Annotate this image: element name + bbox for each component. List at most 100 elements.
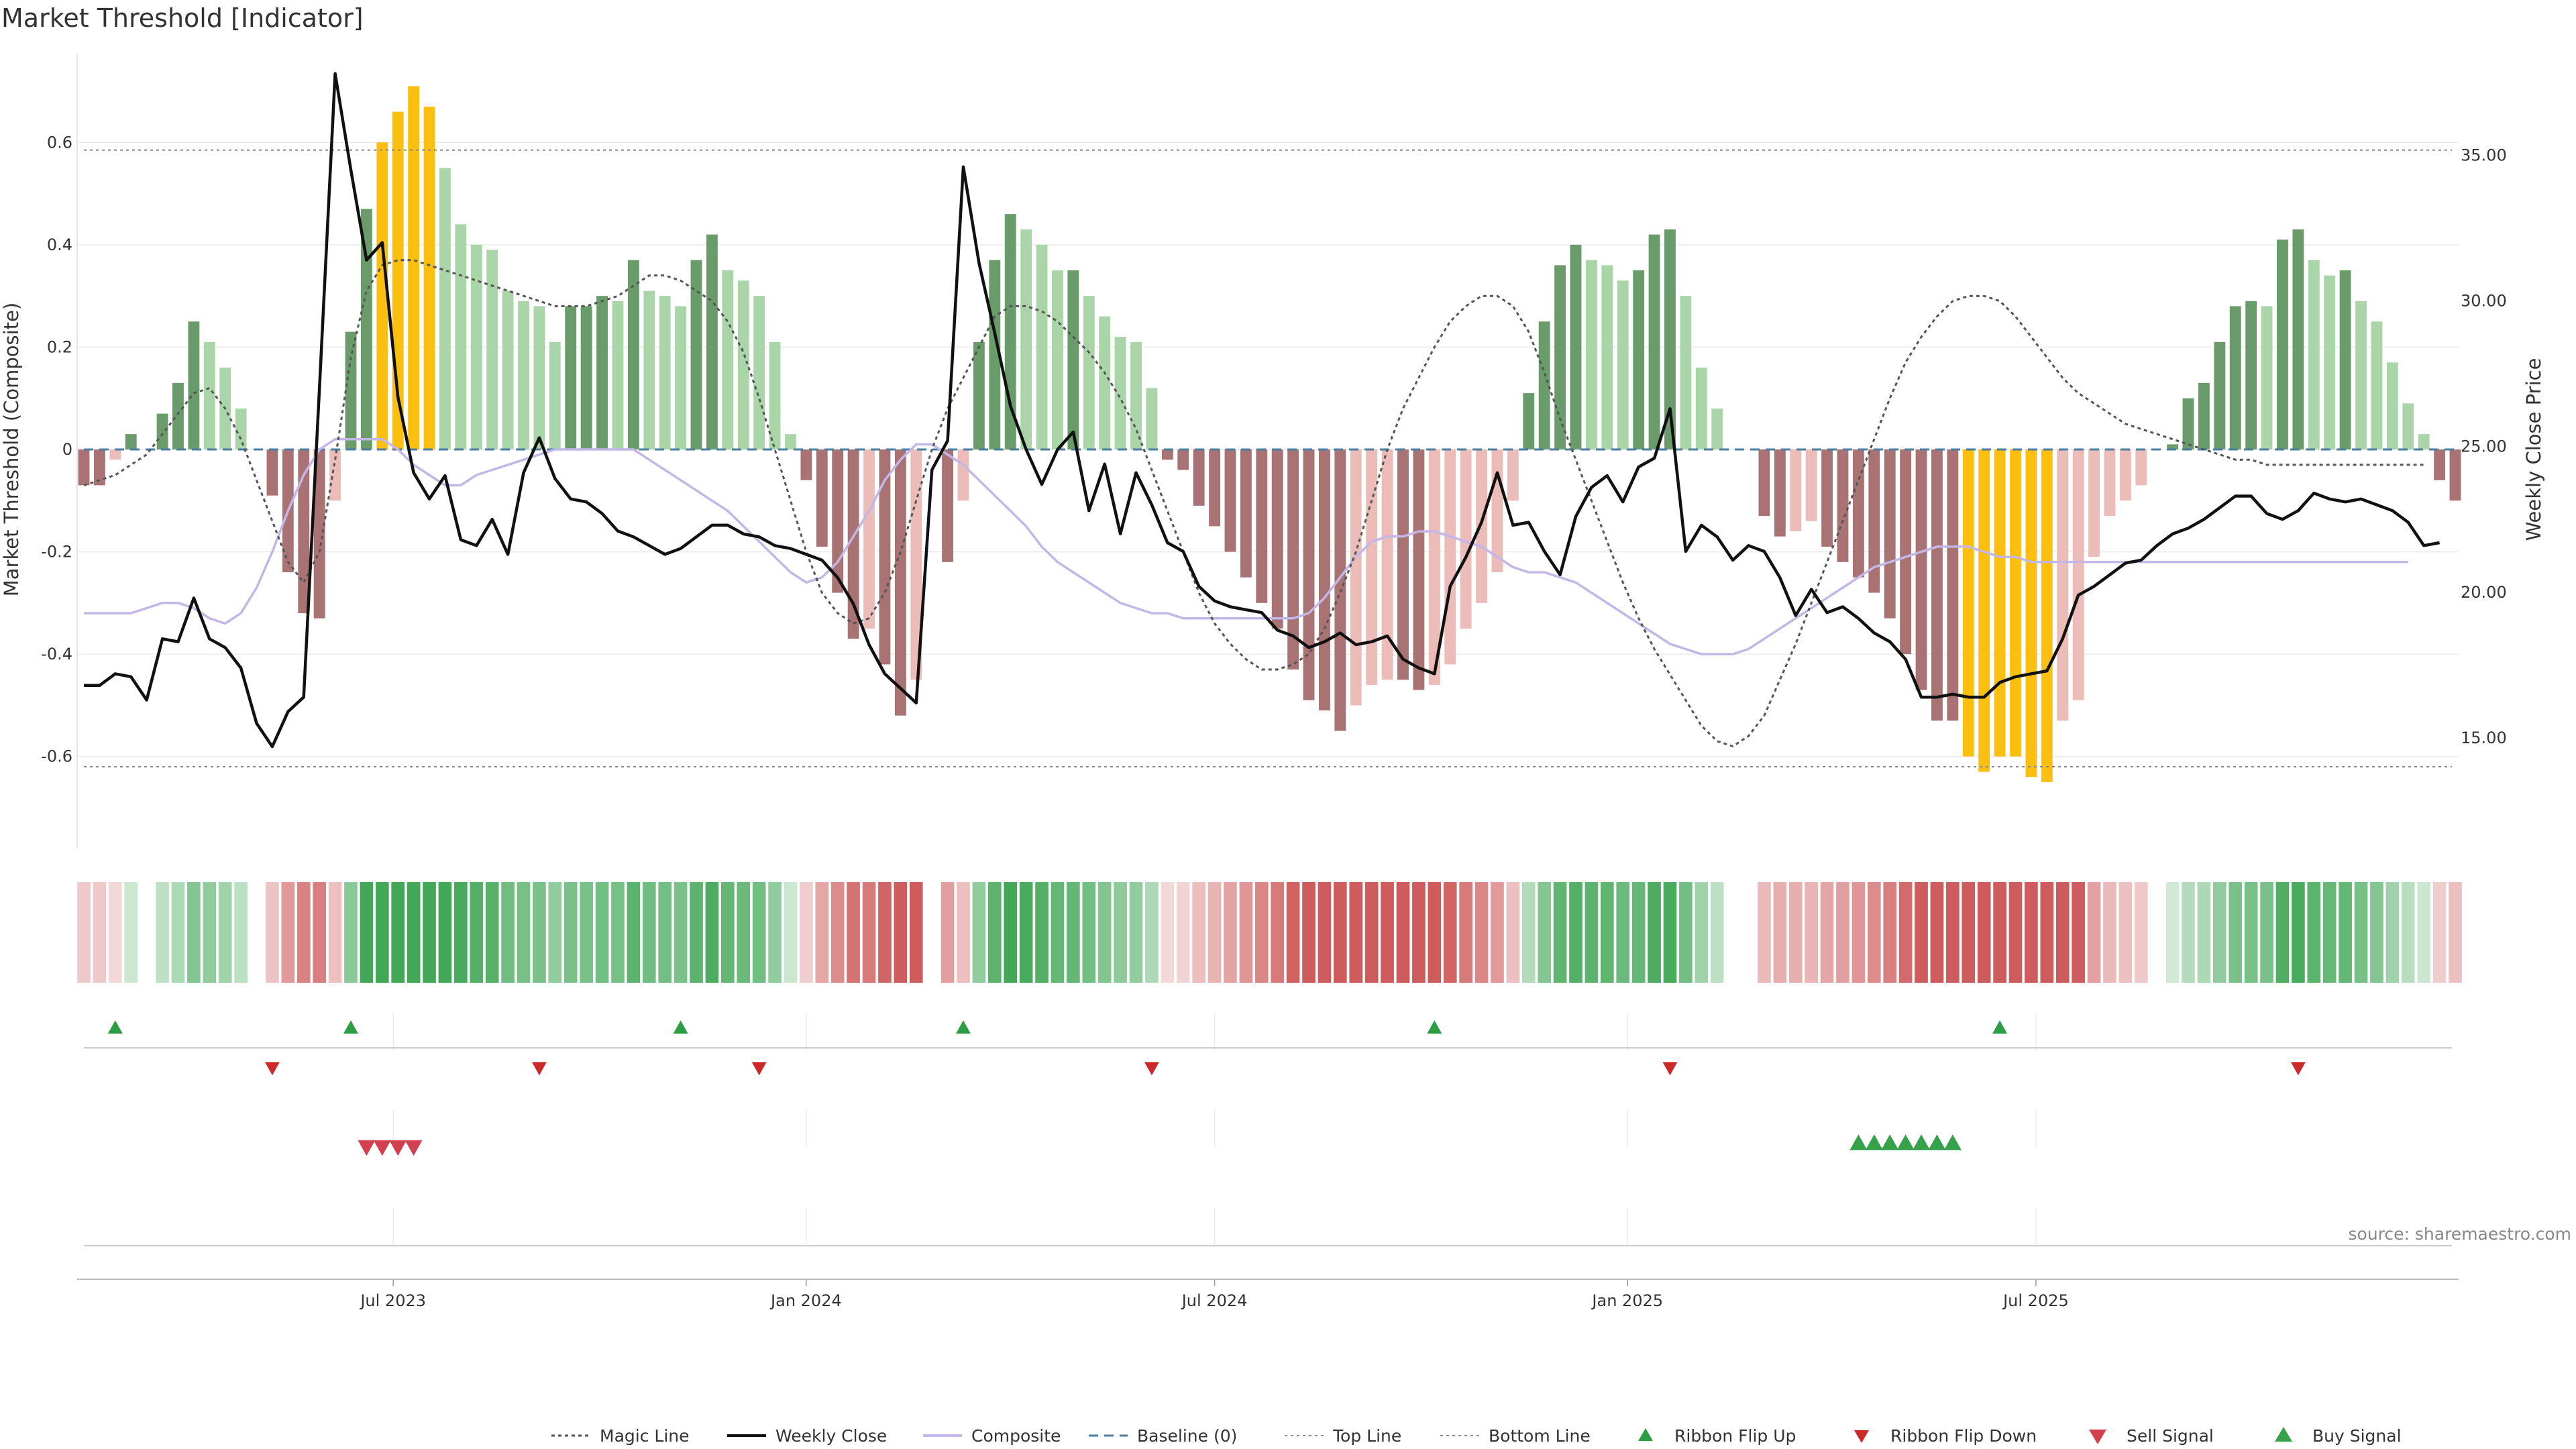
composite-bar bbox=[1523, 393, 1535, 449]
ribbon-cell bbox=[1538, 882, 1552, 983]
ribbon-cell bbox=[548, 882, 562, 983]
ribbon-cell bbox=[2008, 882, 2023, 983]
ribbon-flip-down-marker bbox=[2290, 1062, 2306, 1075]
composite-bar bbox=[1036, 244, 1048, 449]
ribbon-cell bbox=[203, 882, 217, 983]
composite-bar bbox=[1271, 449, 1283, 629]
ribbon-cell bbox=[438, 882, 452, 983]
ribbon-cell bbox=[2040, 882, 2054, 983]
composite-bar bbox=[1240, 449, 1252, 578]
ribbon-cell bbox=[517, 882, 531, 983]
ribbon-cell bbox=[360, 882, 374, 983]
ribbon-cell bbox=[627, 882, 641, 983]
ribbon-cell bbox=[830, 882, 845, 983]
ribbon-cell bbox=[2292, 882, 2305, 983]
buy-signal-marker bbox=[1865, 1134, 1883, 1150]
composite-bar bbox=[690, 260, 702, 449]
y-tick-right: 30.00 bbox=[2461, 292, 2507, 311]
y-tick-left: -0.4 bbox=[41, 645, 72, 663]
composite-bar bbox=[879, 449, 891, 665]
ribbon-cell bbox=[2213, 882, 2226, 983]
ribbon-cell bbox=[407, 882, 421, 983]
composite-bar bbox=[706, 234, 718, 449]
composite-bar bbox=[439, 168, 451, 449]
chart-title: Market Threshold [Indicator] bbox=[1, 3, 364, 33]
composite-bar bbox=[1476, 449, 1487, 603]
ribbon-cell bbox=[705, 882, 719, 983]
ribbon-cell bbox=[1773, 882, 1787, 983]
ribbon-cell bbox=[2432, 882, 2447, 983]
ribbon-cell bbox=[2307, 882, 2321, 983]
composite-bar bbox=[816, 449, 828, 547]
composite-bar bbox=[313, 449, 325, 619]
ribbon-cell bbox=[77, 882, 91, 983]
composite-bar bbox=[2402, 403, 2414, 449]
ribbon-flip-down-marker bbox=[751, 1062, 767, 1075]
ribbon-flip-down-marker bbox=[1144, 1062, 1159, 1075]
composite-bar bbox=[423, 106, 435, 449]
ribbon-cell bbox=[1648, 882, 1661, 983]
ribbon-cell bbox=[2449, 882, 2462, 983]
legend-label: Top Line bbox=[1332, 1426, 1401, 1446]
composite-bar bbox=[643, 290, 655, 449]
ribbon-cell bbox=[957, 882, 970, 983]
composite-bar bbox=[1507, 449, 1519, 501]
ribbon-cell bbox=[2322, 882, 2337, 983]
ribbon-cell bbox=[1805, 882, 1818, 983]
composite-bar bbox=[1177, 449, 1189, 470]
ribbon-cell bbox=[140, 882, 154, 983]
ribbon-cell bbox=[580, 882, 593, 983]
ribbon-cell bbox=[1097, 882, 1112, 983]
ribbon-cell bbox=[941, 882, 955, 983]
composite-bar bbox=[518, 301, 529, 449]
legend-label: Weekly Close bbox=[775, 1426, 887, 1446]
buy-signal-marker bbox=[1913, 1134, 1931, 1150]
legend-swatch-sell bbox=[2089, 1430, 2106, 1444]
ribbon-cell bbox=[1082, 882, 1096, 983]
ribbon-cell bbox=[423, 882, 436, 983]
composite-bar bbox=[1837, 449, 1849, 562]
y-tick-left: 0 bbox=[62, 440, 72, 459]
composite-bar bbox=[266, 449, 278, 496]
ribbon-cell bbox=[1758, 882, 1771, 983]
ribbon-cell bbox=[454, 882, 468, 983]
composite-bar bbox=[627, 260, 639, 449]
composite-bar bbox=[533, 306, 545, 449]
composite-bar bbox=[2057, 449, 2069, 721]
ribbon-cell bbox=[1161, 882, 1175, 983]
ribbon-cell bbox=[2370, 882, 2383, 983]
ribbon-cell bbox=[595, 882, 609, 983]
axes: 0.6 0.4 0.2 0 -0.2 -0.4 -0.6 35.00 30.00 25.00 20.… bbox=[41, 54, 2507, 1310]
composite-bar bbox=[2072, 449, 2084, 700]
ribbon-cell bbox=[344, 882, 358, 983]
x-tick-label: Jul 2025 bbox=[2002, 1291, 2069, 1310]
ribbon-cell bbox=[1412, 882, 1426, 983]
ribbon-cell bbox=[1600, 882, 1614, 983]
legend-swatch-flip-down bbox=[1854, 1430, 1869, 1443]
composite-bar bbox=[1350, 449, 1362, 706]
ribbon-cell bbox=[2165, 882, 2180, 983]
composite-bar bbox=[1099, 316, 1111, 449]
buy-signal-marker bbox=[1896, 1134, 1915, 1150]
composite-bar bbox=[2261, 306, 2273, 449]
composite-bar bbox=[565, 306, 577, 449]
ribbon-cell bbox=[1521, 882, 1536, 983]
composite-bar bbox=[596, 296, 608, 449]
composite-bar bbox=[1695, 367, 1707, 449]
composite-bar bbox=[2104, 449, 2116, 517]
y-axis-label-right: Weekly Close Price bbox=[2522, 358, 2545, 541]
ribbon-cell bbox=[1820, 882, 1834, 983]
composite-bar bbox=[2010, 449, 2021, 757]
ribbon-cell bbox=[1585, 882, 1599, 983]
ribbon-cell bbox=[2134, 882, 2148, 983]
ribbon-cell bbox=[470, 882, 484, 983]
ribbon-cell bbox=[674, 882, 688, 983]
composite-bar bbox=[1790, 449, 1802, 532]
composite-bar bbox=[1381, 449, 1393, 680]
legend-label: Baseline (0) bbox=[1137, 1426, 1237, 1446]
legend-label: Ribbon Flip Down bbox=[1890, 1426, 2037, 1446]
ribbon-cell bbox=[1836, 882, 1849, 983]
composite-bar bbox=[1366, 449, 1378, 685]
composite-bar bbox=[973, 341, 985, 449]
